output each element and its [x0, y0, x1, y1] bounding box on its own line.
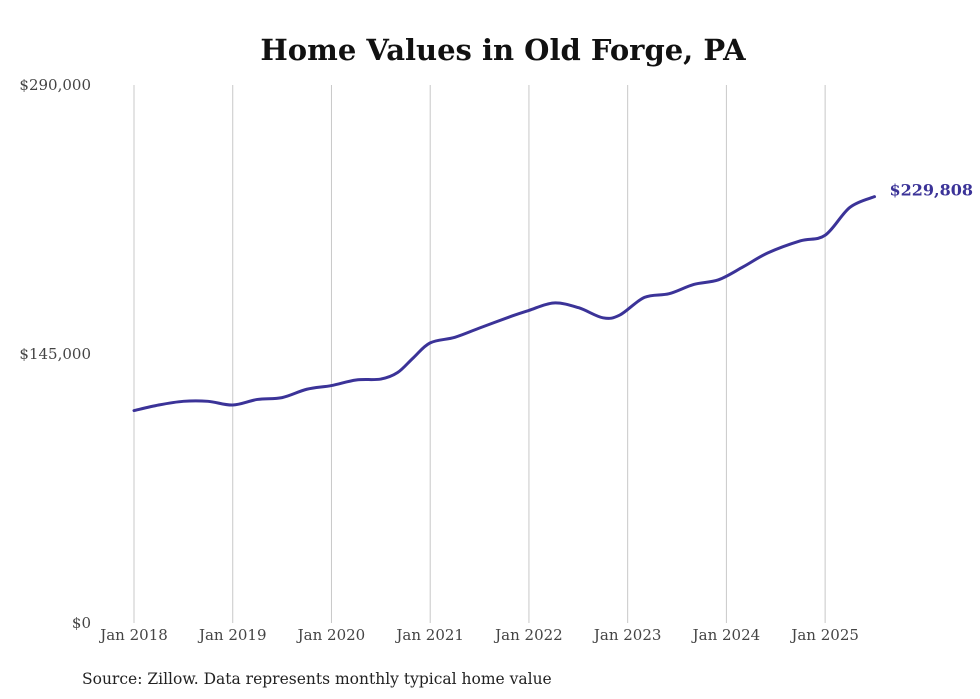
x-tick-label: Jan 2025	[789, 626, 859, 644]
y-tick-label: $290,000	[19, 76, 91, 94]
series-line-0	[132, 195, 876, 413]
x-tick-label: Jan 2020	[296, 626, 366, 644]
x-tick-label: Jan 2023	[592, 626, 662, 644]
y-axis: $0 $145,000 $290,000	[19, 76, 91, 632]
x-tick-label: Jan 2024	[691, 626, 761, 644]
x-tick-label: Jan 2022	[493, 626, 563, 644]
y-tick-label: $0	[72, 614, 91, 632]
grid-layer	[133, 85, 826, 623]
y-tick-label: $145,000	[19, 345, 91, 363]
x-tick-label: Jan 2019	[197, 626, 267, 644]
series-layer: $229,808	[132, 181, 974, 413]
x-tick-label: Jan 2021	[394, 626, 464, 644]
x-tick-label: Jan 2018	[98, 626, 168, 644]
chart-title: Home Values in Old Forge, PA	[260, 33, 746, 67]
x-axis: Jan 2018 Jan 2019 Jan 2020 Jan 2021 Jan 2022…	[98, 626, 859, 644]
end-value-label: $229,808	[890, 181, 974, 200]
source-note: Source: Zillow. Data represents monthly …	[82, 670, 552, 688]
